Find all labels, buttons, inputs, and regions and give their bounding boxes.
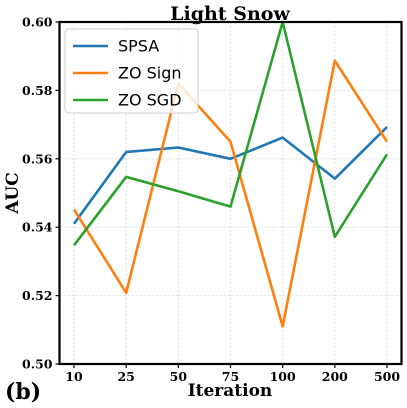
y-tick-label: 0.54 <box>22 220 53 235</box>
panel-label: (b) <box>5 379 41 405</box>
x-tick-label: 100 <box>270 369 296 384</box>
legend-label: ZO SGD <box>118 91 182 110</box>
y-tick-label: 0.60 <box>22 15 53 30</box>
x-tick-label: 50 <box>170 369 188 384</box>
legend-label: ZO Sign <box>118 64 182 83</box>
y-tick-label: 0.52 <box>22 288 52 303</box>
x-axis-ticks: 10 25 50 75 100 200 500 <box>65 364 400 384</box>
x-tick-label: 200 <box>322 369 348 384</box>
legend-box <box>64 28 199 114</box>
y-axis-ticks: 0.50 0.52 0.54 0.56 0.58 0.60 <box>22 15 60 372</box>
series-lines <box>72 20 389 328</box>
y-axis-label: AUC <box>3 172 23 215</box>
series-line-zo-sgd <box>72 20 389 247</box>
legend-label: SPSA <box>118 37 159 56</box>
x-tick-label: 10 <box>65 369 83 384</box>
y-tick-label: 0.58 <box>22 83 53 98</box>
y-tick-label: 0.50 <box>22 357 53 372</box>
x-axis-label: Iteration <box>188 381 273 401</box>
x-tick-label: 500 <box>374 369 400 384</box>
x-tick-label: 75 <box>222 369 239 384</box>
legend: SPSA ZO Sign ZO SGD <box>64 28 199 114</box>
series-line-zo-sign <box>72 59 389 328</box>
series-line-spsa <box>72 126 388 225</box>
chart-title: Light Snow <box>170 3 290 25</box>
x-tick-label: 25 <box>117 369 134 384</box>
y-tick-label: 0.56 <box>22 151 53 166</box>
